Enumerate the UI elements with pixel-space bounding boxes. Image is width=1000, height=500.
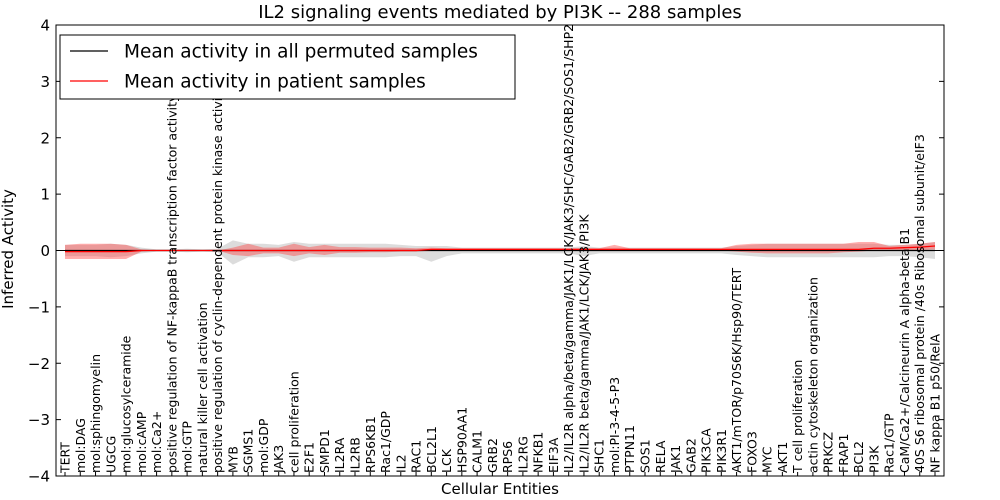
chart-title: IL2 signaling events mediated by PI3K --… [258,2,742,23]
x-tick-label: PRKCZ [821,432,836,473]
x-tick-label: positive regulation of NF-kappaB transcr… [164,94,179,473]
x-tick-label: cell proliferation [286,371,301,473]
x-tick-label: PIK3CA [699,428,714,473]
x-tick-label: GRB2 [485,438,500,473]
x-tick-label: EIF3A [546,437,561,473]
x-tick-label: MYC [760,446,775,473]
x-tick-label: T cell proliferation [790,360,805,474]
y-tick-label: 2 [40,129,50,147]
x-tick-label: IL2RB [348,437,363,473]
permuted-band [65,240,935,265]
legend-box [59,34,516,100]
x-tick-label: AKT1 [775,442,790,473]
x-tick-label: AKT1/mTOR/p70S6K/Hsp90/TERT [729,267,744,473]
x-tick-label: mol:DAG [73,418,88,473]
x-tick-label: TERT [58,442,73,474]
x-tick-label: IL2RG [515,436,530,473]
x-tick-label: FOXO3 [744,431,759,473]
x-tick-label: PI3K [866,445,881,473]
x-tick-label: PTPN11 [622,425,637,473]
x-tick-label: GAB2 [683,438,698,473]
x-tick-label: JAK3 [271,445,286,474]
x-tick-label: RELA [653,440,668,473]
x-tick-label: RPS6 [500,441,515,473]
x-tick-label: LCK [439,448,454,473]
x-tick-label: mol:GTP [180,421,195,473]
x-tick-label: BCL2L1 [424,426,439,473]
x-tick-label: actin cytoskeleton organization [805,277,820,473]
x-tick-label: IL2RA [332,437,347,473]
x-tick-label: Rac1/GTP [882,413,897,473]
x-tick-label: BCL2 [851,441,866,473]
x-tick-label: IL2 [393,454,408,473]
x-tick-label: SGMS1 [241,429,256,473]
x-tick-label: HSP90AA1 [454,407,469,473]
x-tick-label: positive regulation of cyclin-dependent … [210,85,225,473]
y-tick-label: 0 [40,242,50,260]
x-tick-label: SHC1 [592,439,607,473]
x-tick-label: UGCG [103,436,118,473]
x-axis-label: Cellular Entities [441,480,559,498]
x-tick-label: IL2/IL2R beta/gamma/JAK1/LCK/JAK3/PI3K [576,214,591,473]
x-tick-label: mol:glucosylceramide [119,335,134,473]
x-tick-label: natural killer cell activation [195,302,210,473]
y-tick-label: −3 [28,411,50,429]
x-tick-label: SMPD1 [317,429,332,473]
x-tick-label: E2F1 [302,442,317,473]
y-tick-label: −4 [28,468,50,486]
x-tick-label: mol:GDP [256,418,271,473]
patient-mean-line [65,245,936,253]
x-tick-label: mol:PI-3-4-5-P3 [607,377,622,473]
x-tick-label: PIK3R1 [714,429,729,473]
x-tick-label: mol:cAMP [134,411,149,473]
x-tick-label: mol:Ca2+ [149,411,164,473]
x-tick-label: IL2/IL2R alpha/beta/gamma/JAK1/LCK/JAK3/… [561,24,576,473]
y-tick-label: 1 [40,186,50,204]
y-tick-label: −1 [28,298,50,316]
x-tick-label: RAC1 [409,440,424,473]
x-tick-label: CALM1 [470,430,485,473]
x-tick-label: FRAP1 [836,434,851,473]
y-tick-label: −2 [28,355,50,373]
x-tick-label: SOS1 [638,439,653,473]
x-tick-label: Rac1/GDP [378,411,393,473]
y-tick-label: 4 [40,17,50,35]
y-axis-label: Inferred Activity [0,189,17,309]
x-tick-label: MYB [225,446,240,473]
y-tick-label: 3 [40,73,50,91]
x-tick-label: CaM/Ca2+/Calcineurin A alpha-beta B1 [897,228,912,473]
x-tick-label: 40S S6 ribosomal protein /40s Ribosomal … [912,134,927,473]
x-tick-label: NFKB1 [531,432,546,473]
x-tick-label: mol:sphingomyelin [88,354,103,473]
x-tick-label: JAK1 [668,445,683,474]
legend-entry-patient: Mean activity in patient samples [124,72,426,93]
x-tick-label: RPS6KB1 [363,416,378,473]
legend-entry-permuted: Mean activity in all permuted samples [124,42,478,63]
x-tick-label: NF kappa B1 p50/RelA [928,333,943,473]
